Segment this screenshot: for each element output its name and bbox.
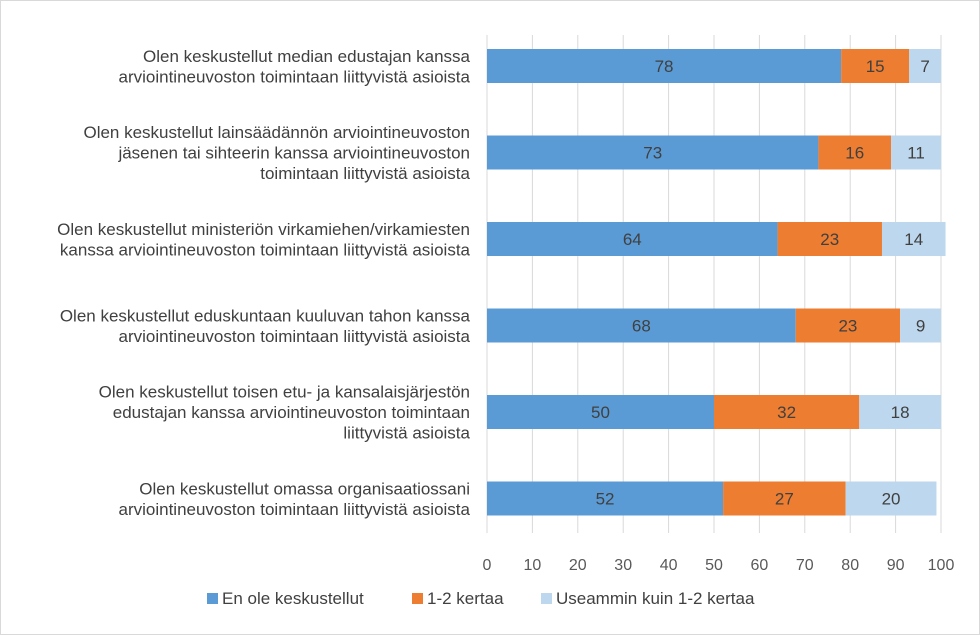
bar-segment bbox=[881, 222, 946, 256]
category-label: Olen keskustellut eduskuntaan kuuluvan t… bbox=[60, 306, 471, 325]
bar-segment bbox=[841, 49, 910, 83]
bar-segment bbox=[845, 481, 937, 516]
bar-segment bbox=[795, 308, 901, 343]
data-label: 15 bbox=[866, 57, 885, 76]
category-label: Olen keskustellut omassa organisaatiossa… bbox=[139, 479, 470, 498]
x-tick-label: 60 bbox=[751, 557, 769, 574]
x-tick-label: 90 bbox=[887, 557, 905, 574]
legend-label: Useammin kuin 1-2 kertaa bbox=[556, 589, 755, 608]
bar-segment bbox=[723, 481, 846, 516]
category-label: kanssa arviointineuvoston toimintaan lii… bbox=[60, 240, 471, 259]
data-label: 78 bbox=[655, 57, 674, 76]
x-tick-label: 80 bbox=[841, 557, 859, 574]
bar-segment bbox=[859, 395, 941, 429]
data-label: 68 bbox=[632, 317, 651, 336]
category-label: liittyvistä asioista bbox=[343, 424, 470, 443]
legend-swatch bbox=[412, 593, 423, 604]
data-label: 14 bbox=[904, 230, 923, 249]
bar-segment bbox=[487, 49, 842, 83]
data-label: 50 bbox=[591, 403, 610, 422]
bar-segment bbox=[909, 49, 941, 83]
data-label: 27 bbox=[775, 490, 794, 509]
data-label: 23 bbox=[838, 317, 857, 336]
x-tick-label: 0 bbox=[483, 557, 492, 574]
data-label: 18 bbox=[891, 403, 910, 422]
data-label: 32 bbox=[777, 403, 796, 422]
legend-label: 1-2 kertaa bbox=[427, 589, 504, 608]
bar-segment bbox=[714, 395, 860, 429]
x-tick-label: 10 bbox=[524, 557, 542, 574]
category-labels: Olen keskustellut median edustajan kanss… bbox=[57, 47, 470, 519]
bar-segment bbox=[487, 308, 796, 343]
data-label: 73 bbox=[643, 144, 662, 163]
x-tick-label: 50 bbox=[705, 557, 723, 574]
category-label: arviointineuvoston toimintaan liittyvist… bbox=[118, 67, 470, 86]
category-label: jäsenen tai sihteerin kanssa arviointine… bbox=[117, 144, 470, 163]
bar-segment bbox=[900, 308, 941, 343]
data-label: 11 bbox=[907, 144, 925, 163]
data-label: 20 bbox=[882, 490, 901, 509]
legend-label: En ole keskustellut bbox=[222, 589, 364, 608]
bar-segment bbox=[818, 135, 892, 170]
bar-segment bbox=[487, 481, 724, 516]
data-label: 16 bbox=[845, 144, 864, 163]
bars: 78 15 7 73 16 11 64 23 14 68 23 9 50 32 18 52 27 20 bbox=[487, 49, 946, 516]
legend: En ole keskustellut 1-2 kertaa Useammin ku… bbox=[207, 589, 755, 608]
x-tick-label: 70 bbox=[796, 557, 814, 574]
category-label: arviointineuvoston toimintaan liittyvist… bbox=[118, 327, 470, 346]
bar-segment bbox=[487, 395, 714, 429]
x-tick-label: 30 bbox=[614, 557, 632, 574]
data-label: 64 bbox=[623, 230, 642, 249]
x-tick-label: 40 bbox=[660, 557, 678, 574]
category-label: Olen keskustellut lainsäädännön arvioint… bbox=[83, 123, 470, 142]
legend-swatch bbox=[541, 593, 552, 604]
bar-segment bbox=[487, 135, 819, 170]
legend-swatch bbox=[207, 593, 218, 604]
data-label: 52 bbox=[596, 490, 615, 509]
category-label: edustajan kanssa arviointineuvoston toim… bbox=[113, 403, 470, 422]
x-tick-label: 20 bbox=[569, 557, 587, 574]
category-label: toimintaan liittyvistä asioista bbox=[260, 164, 470, 183]
category-label: Olen keskustellut ministeriön virkamiehe… bbox=[57, 220, 470, 239]
bar-segment bbox=[891, 135, 941, 170]
category-label: arviointineuvoston toimintaan liittyvist… bbox=[118, 500, 470, 519]
category-label: Olen keskustellut toisen etu- ja kansala… bbox=[99, 383, 470, 402]
x-axis-ticks: 0 10 20 30 40 50 60 70 80 90 100 bbox=[483, 557, 955, 574]
category-label: Olen keskustellut median edustajan kanss… bbox=[143, 47, 471, 66]
bar-segment bbox=[777, 222, 882, 256]
x-tick-label: 100 bbox=[928, 557, 955, 574]
data-label: 7 bbox=[920, 57, 929, 76]
data-label: 9 bbox=[916, 317, 925, 336]
data-label: 23 bbox=[820, 230, 839, 249]
bar-segment bbox=[487, 222, 778, 256]
gridlines bbox=[486, 35, 942, 533]
